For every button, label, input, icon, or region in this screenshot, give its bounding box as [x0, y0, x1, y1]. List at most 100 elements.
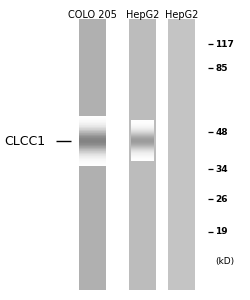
Bar: [79, 139, 106, 140]
Bar: [79, 128, 106, 129]
Bar: [79, 136, 106, 137]
Bar: [131, 135, 154, 136]
Bar: [131, 146, 154, 147]
Bar: [79, 147, 106, 148]
Bar: [79, 130, 106, 131]
Text: 117: 117: [215, 40, 234, 49]
Bar: [79, 165, 106, 166]
Bar: [131, 144, 154, 145]
Bar: [79, 164, 106, 165]
Bar: [131, 144, 154, 145]
Bar: [79, 143, 106, 144]
Bar: [79, 140, 106, 141]
Bar: [79, 120, 106, 121]
Bar: [131, 158, 154, 159]
Bar: [131, 160, 154, 161]
Bar: [131, 125, 154, 126]
Bar: [79, 148, 106, 149]
Bar: [131, 124, 154, 125]
Bar: [131, 127, 154, 128]
Bar: [131, 146, 154, 147]
Bar: [79, 138, 106, 139]
Bar: [79, 159, 106, 160]
Bar: [79, 134, 106, 135]
Bar: [79, 149, 106, 150]
Bar: [79, 151, 106, 152]
Bar: [79, 125, 106, 126]
Bar: [79, 160, 106, 161]
Bar: [79, 164, 106, 165]
Bar: [79, 162, 106, 163]
Text: 85: 85: [215, 64, 228, 73]
Bar: [131, 149, 154, 150]
Bar: [79, 124, 106, 125]
Bar: [129, 19, 156, 290]
Bar: [79, 135, 106, 136]
Bar: [131, 122, 154, 123]
Bar: [79, 126, 106, 127]
Bar: [131, 142, 154, 143]
Bar: [79, 19, 106, 290]
Bar: [131, 151, 154, 152]
Bar: [131, 135, 154, 136]
Text: 26: 26: [215, 194, 228, 203]
Bar: [79, 121, 106, 122]
Bar: [79, 118, 106, 119]
Bar: [131, 140, 154, 141]
Bar: [131, 153, 154, 154]
Bar: [79, 137, 106, 138]
Bar: [131, 130, 154, 131]
Bar: [79, 133, 106, 134]
Bar: [131, 148, 154, 149]
Bar: [79, 145, 106, 146]
Bar: [131, 129, 154, 130]
Bar: [79, 161, 106, 162]
Bar: [79, 144, 106, 145]
Bar: [79, 163, 106, 164]
Bar: [131, 133, 154, 134]
Bar: [131, 156, 154, 157]
Bar: [79, 153, 106, 154]
Bar: [168, 19, 196, 290]
Bar: [79, 124, 106, 126]
Bar: [131, 124, 154, 125]
Bar: [79, 123, 106, 124]
Bar: [79, 141, 106, 142]
Bar: [131, 136, 154, 137]
Bar: [79, 120, 106, 121]
Bar: [79, 131, 106, 132]
Bar: [131, 121, 154, 122]
Bar: [131, 126, 154, 127]
Text: HepG2: HepG2: [165, 10, 198, 20]
Bar: [79, 154, 106, 155]
Bar: [131, 140, 154, 141]
Bar: [79, 135, 106, 136]
Bar: [131, 138, 154, 139]
Bar: [131, 157, 154, 158]
Bar: [79, 118, 106, 119]
Bar: [79, 123, 106, 124]
Bar: [131, 130, 154, 131]
Bar: [79, 152, 106, 153]
Bar: [131, 154, 154, 155]
Text: CLCC1: CLCC1: [4, 135, 45, 148]
Bar: [79, 138, 106, 139]
Bar: [79, 153, 106, 154]
Bar: [131, 155, 154, 156]
Text: HepG2: HepG2: [126, 10, 159, 20]
Bar: [79, 132, 106, 133]
Bar: [79, 142, 106, 143]
Bar: [79, 146, 106, 147]
Bar: [79, 129, 106, 130]
Bar: [79, 128, 106, 129]
Text: 48: 48: [215, 128, 228, 137]
Bar: [131, 133, 154, 134]
Bar: [131, 138, 154, 139]
Bar: [79, 117, 106, 118]
Bar: [131, 132, 154, 133]
Bar: [79, 131, 106, 132]
Bar: [131, 150, 154, 151]
Bar: [131, 160, 154, 161]
Bar: [131, 155, 154, 156]
Bar: [131, 152, 154, 153]
